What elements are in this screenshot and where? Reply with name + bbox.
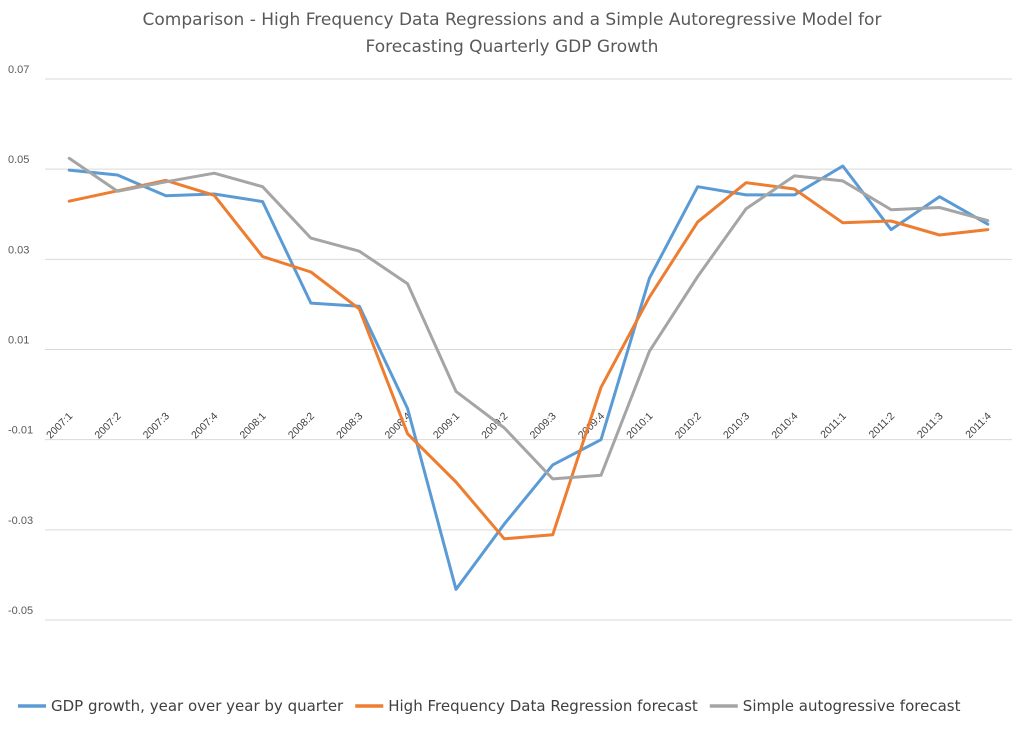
x-tick-label: 2011:2 [867,410,898,441]
x-tick-label: 2010:1 [624,410,655,441]
legend-label: GDP growth, year over year by quarter [51,697,344,715]
x-tick-label: 2010:3 [721,410,752,441]
x-tick-label: 2007:4 [189,410,220,441]
chart-title-line-1: Comparison - High Frequency Data Regress… [143,10,882,30]
x-tick-label: 2011:3 [915,410,946,441]
legend-label: High Frequency Data Regression forecast [388,697,698,715]
series-line-1 [67,164,990,591]
x-tick-label: 2011:4 [963,410,994,441]
x-tick-label: 2009:3 [528,410,559,441]
x-tick-label: 2007:1 [44,410,75,441]
x-tick-label: 2008:2 [286,410,317,441]
x-tick-label: 2009:2 [479,410,510,441]
y-tick-label: 0.05 [8,154,29,166]
series-line-2 [67,178,990,541]
y-tick-label: -0.03 [8,515,33,527]
legend: GDP growth, year over year by quarter Hig… [18,697,961,715]
x-tick-label: 2008:1 [237,410,268,441]
y-axis-tick-labels: 0.07 0.05 0.03 0.01 -0.01 -0.03 -0.05 [8,64,33,617]
x-tick-label: 2010:4 [769,410,800,441]
x-axis-tick-labels: 2007:1 2007:2 2007:3 2007:4 2008:1 2008:2 2008… [44,410,994,441]
y-tick-label: 0.03 [8,244,29,256]
chart-title-line-2: Forecasting Quarterly GDP Growth [366,37,659,57]
series-lines [67,156,990,591]
y-tick-label: -0.05 [8,605,33,617]
gridlines [45,78,1012,621]
series-line-3 [67,156,990,481]
y-tick-label: 0.07 [8,64,29,76]
x-tick-label: 2010:2 [673,410,704,441]
legend-label: Simple autogressive forecast [743,697,961,715]
y-tick-label: 0.01 [8,335,29,347]
x-tick-label: 2008:3 [334,410,365,441]
x-tick-label: 2009:1 [431,410,462,441]
x-tick-label: 2007:2 [92,410,123,441]
x-tick-label: 2011:1 [818,410,849,441]
x-tick-label: 2007:3 [141,410,172,441]
y-tick-label: -0.01 [8,425,33,437]
